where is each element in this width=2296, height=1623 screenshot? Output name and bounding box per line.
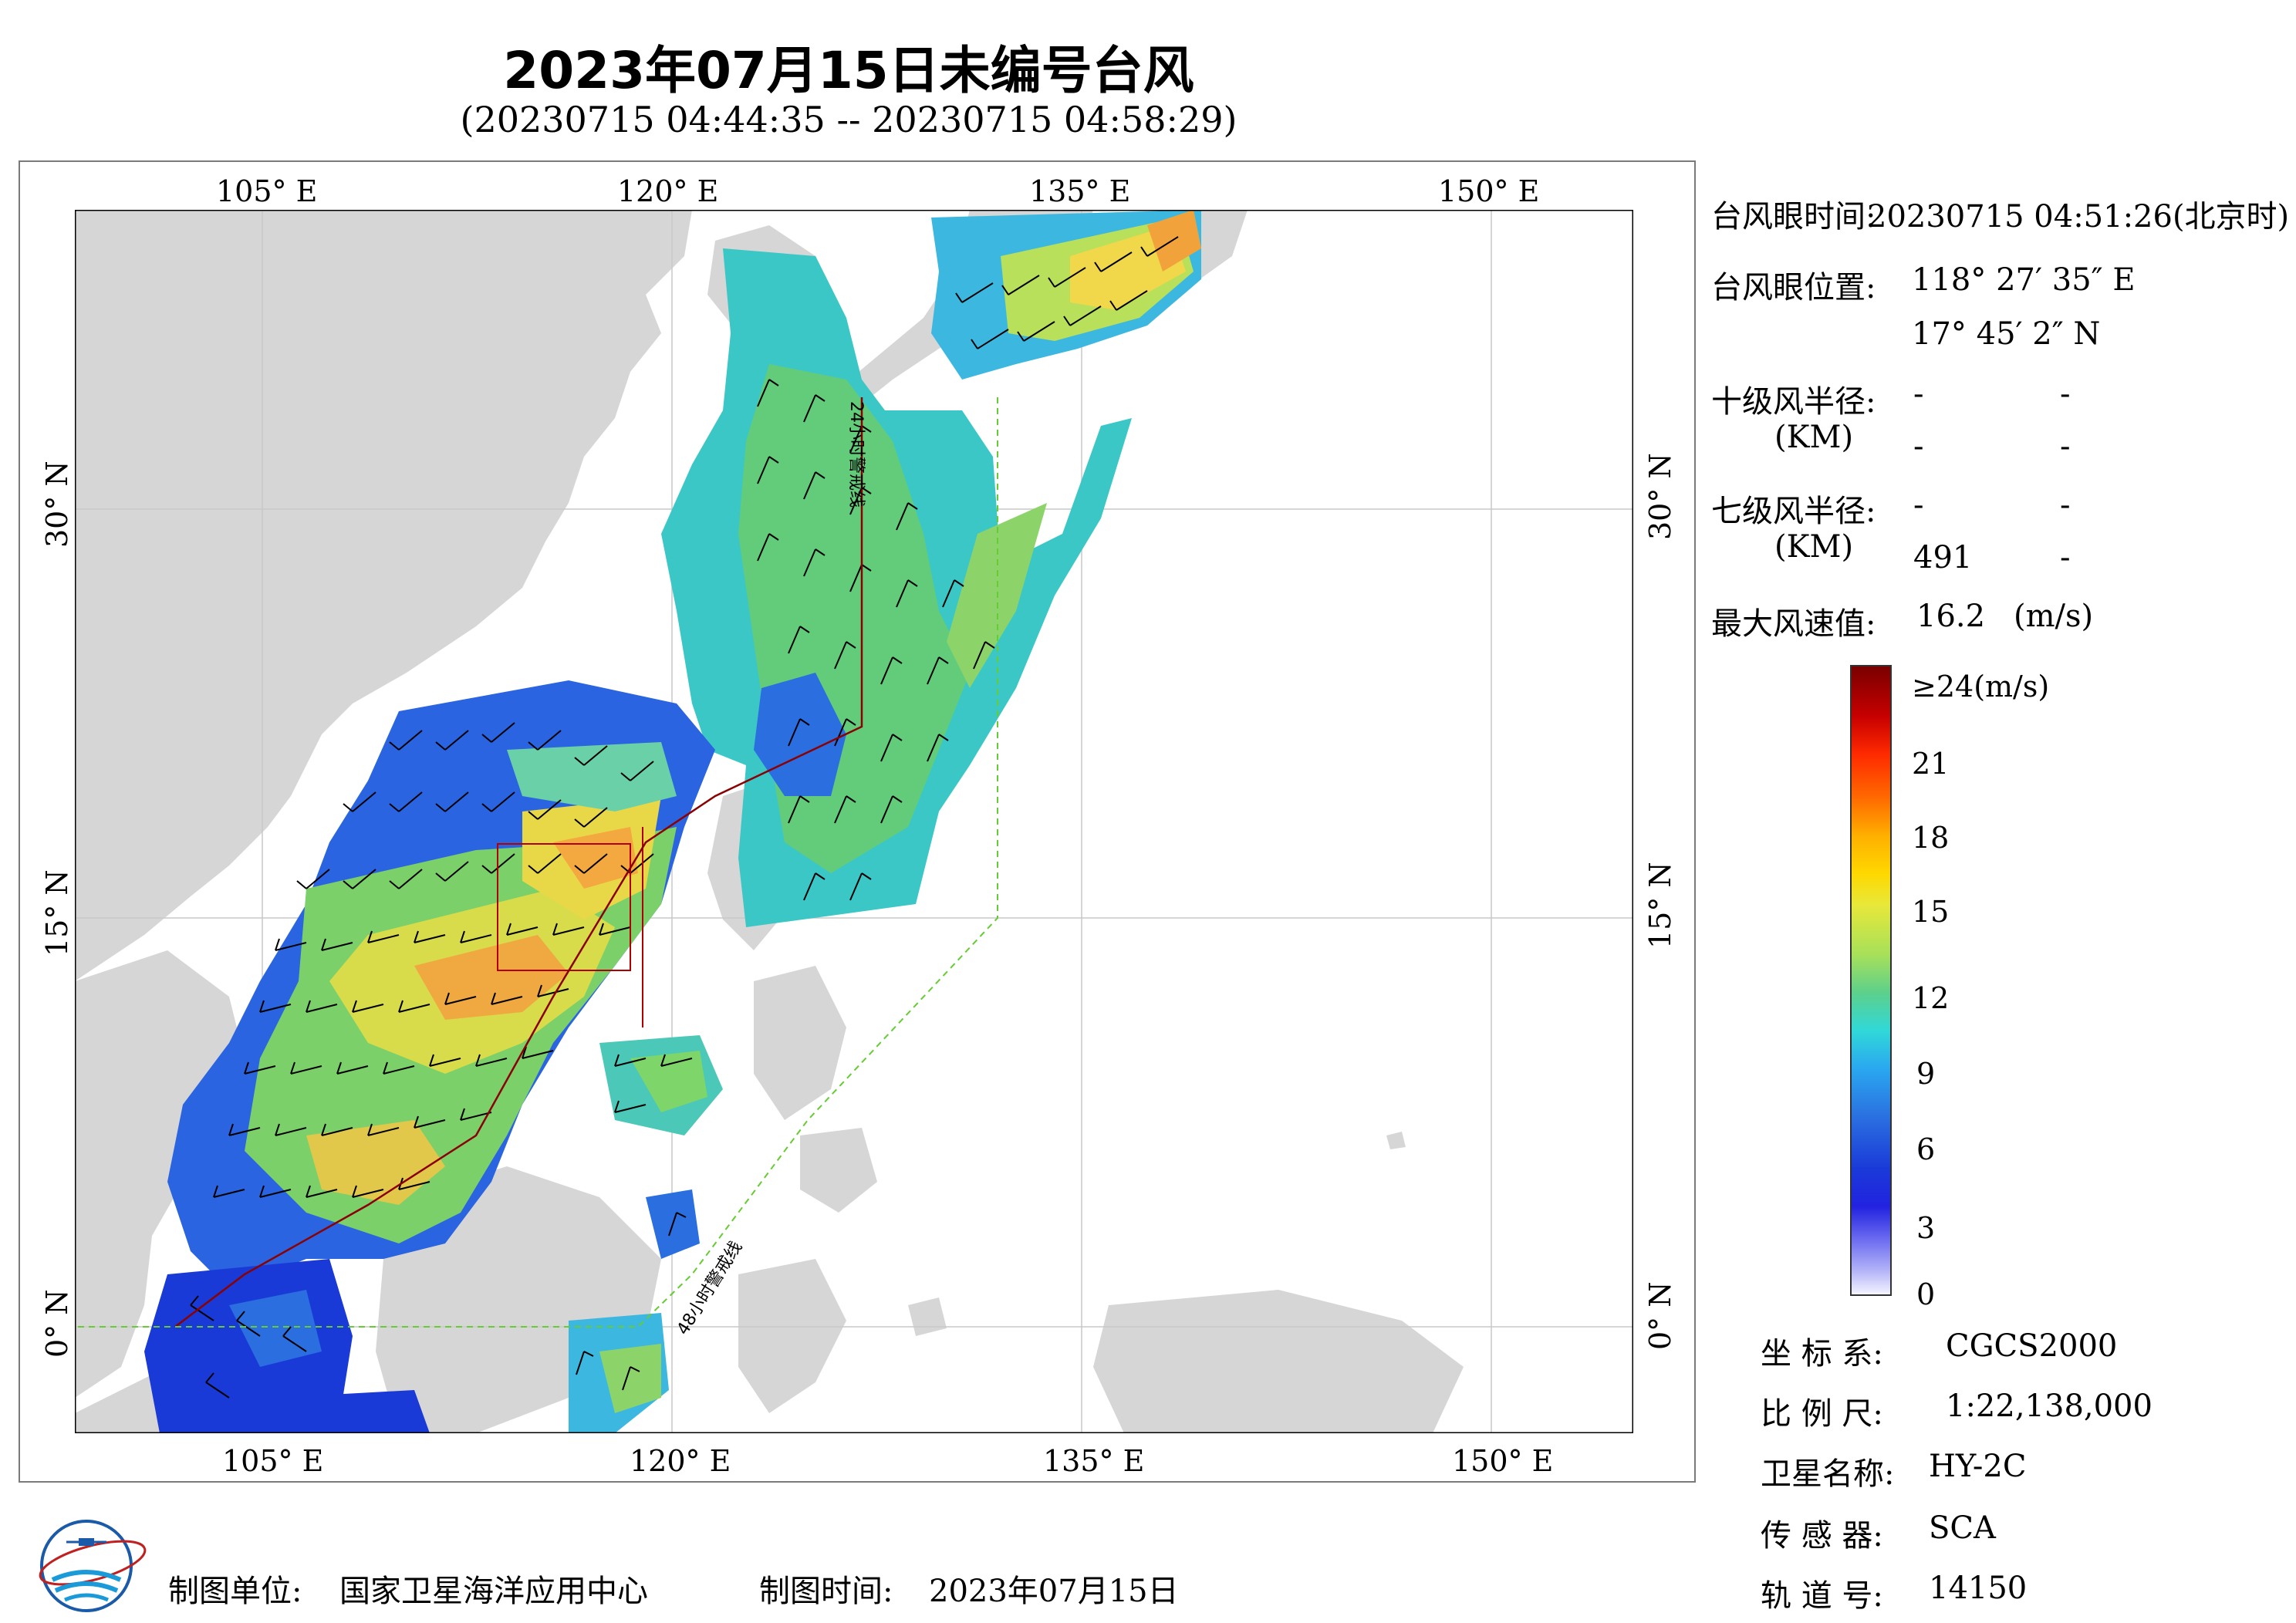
- eye-longitude: 118° 27′ 35″ E: [1912, 262, 2136, 298]
- colorbar-tick-21: 21: [1912, 747, 1950, 781]
- orbit-label: 轨 道 号:: [1761, 1578, 1883, 1614]
- colorbar-tick-15: 15: [1912, 895, 1950, 929]
- eye-latitude: 17° 45′ 2″ N: [1912, 316, 2101, 352]
- lat-tick-left-30: 30° N: [40, 461, 74, 548]
- eye-time-value: 20230715 04:51:26(北京时): [1867, 199, 2290, 235]
- r10-label: 十级风半径:: [1711, 384, 1876, 420]
- r7-label: 七级风半径:: [1711, 494, 1876, 529]
- colorbar-tick-9: 9: [1916, 1057, 1936, 1091]
- date-value: 2023年07月15日: [929, 1574, 1179, 1609]
- colorbar-tick-0: 0: [1916, 1277, 1936, 1311]
- r10-value-2: -: [2060, 376, 2071, 412]
- max-wind-value: 16.2: [1916, 599, 1986, 634]
- typhoon-eye-area: [497, 827, 643, 1027]
- map-subtitle: (20230715 04:44:35 -- 20230715 04:58:29): [460, 99, 1237, 140]
- lat-tick-left-15: 15° N: [40, 869, 74, 957]
- r7-value-1: -: [1913, 488, 1924, 523]
- wind-speed-colorbar: [1850, 665, 1892, 1296]
- colorbar-top-label: ≥24(m/s): [1912, 670, 2050, 704]
- producer-value: 国家卫星海洋应用中心: [339, 1574, 648, 1609]
- map-title: 2023年07月15日未编号台风: [503, 41, 1194, 100]
- lat-tick-right-0: 0° N: [1643, 1281, 1677, 1350]
- lon-tick-bottom-105: 105° E: [222, 1444, 324, 1478]
- lon-tick-top-150: 150° E: [1438, 174, 1540, 208]
- lat-tick-right-15: 15° N: [1643, 862, 1677, 949]
- lat-tick-right-30: 30° N: [1643, 453, 1677, 540]
- r7-value-3: 491: [1913, 540, 1973, 575]
- eye-position-label: 台风眼位置:: [1711, 270, 1876, 305]
- warning-label-24h: 24小时警戒线: [846, 401, 866, 508]
- lat-tick-left-0: 0° N: [40, 1289, 74, 1358]
- scale-label: 比 例 尺:: [1761, 1396, 1883, 1432]
- colorbar-tick-18: 18: [1912, 821, 1950, 855]
- wind-barbs: [190, 236, 1179, 1399]
- date-label: 制图时间:: [759, 1574, 893, 1609]
- sensor-label: 传 感 器:: [1761, 1518, 1883, 1554]
- lon-tick-bottom-120: 120° E: [630, 1444, 731, 1478]
- agency-logo: [39, 1520, 147, 1612]
- map-frame: [19, 160, 1696, 1483]
- r10-value-1: -: [1913, 376, 1924, 412]
- warning-line-24h: [174, 397, 863, 1328]
- r7-value-2: -: [2060, 488, 2071, 523]
- scale-value: 1:22,138,000: [1946, 1388, 2152, 1424]
- r10-value-3: -: [1913, 429, 1924, 464]
- lon-tick-top-135: 135° E: [1029, 174, 1131, 208]
- max-wind-label: 最大风速值:: [1711, 606, 1876, 642]
- r10-value-4: -: [2060, 429, 2071, 464]
- satellite-label: 卫星名称:: [1761, 1456, 1895, 1492]
- colorbar-tick-6: 6: [1916, 1132, 1936, 1166]
- warning-line-48h: [75, 397, 998, 1328]
- lon-tick-bottom-150: 150° E: [1452, 1444, 1554, 1478]
- satellite-value: HY-2C: [1929, 1449, 2027, 1484]
- colorbar-tick-3: 3: [1916, 1211, 1936, 1245]
- colorbar-tick-12: 12: [1912, 981, 1950, 1015]
- crs-value: CGCS2000: [1946, 1328, 2118, 1364]
- eye-time-label: 台风眼时间:: [1711, 199, 1876, 235]
- lon-tick-top-120: 120° E: [617, 174, 719, 208]
- r10-unit: (KM): [1774, 420, 1854, 455]
- producer-label: 制图单位:: [168, 1574, 302, 1609]
- orbit-value: 14150: [1929, 1571, 2028, 1606]
- crs-label: 坐 标 系:: [1761, 1336, 1883, 1372]
- wind-field-map: 24小时警戒线 48小时警戒线: [75, 210, 1633, 1433]
- r7-unit: (KM): [1774, 529, 1854, 565]
- lon-tick-top-105: 105° E: [216, 174, 318, 208]
- sensor-value: SCA: [1929, 1510, 1996, 1546]
- r7-value-4: -: [2060, 540, 2071, 575]
- lon-tick-bottom-135: 135° E: [1043, 1444, 1145, 1478]
- max-wind-unit: (m/s): [2014, 599, 2094, 634]
